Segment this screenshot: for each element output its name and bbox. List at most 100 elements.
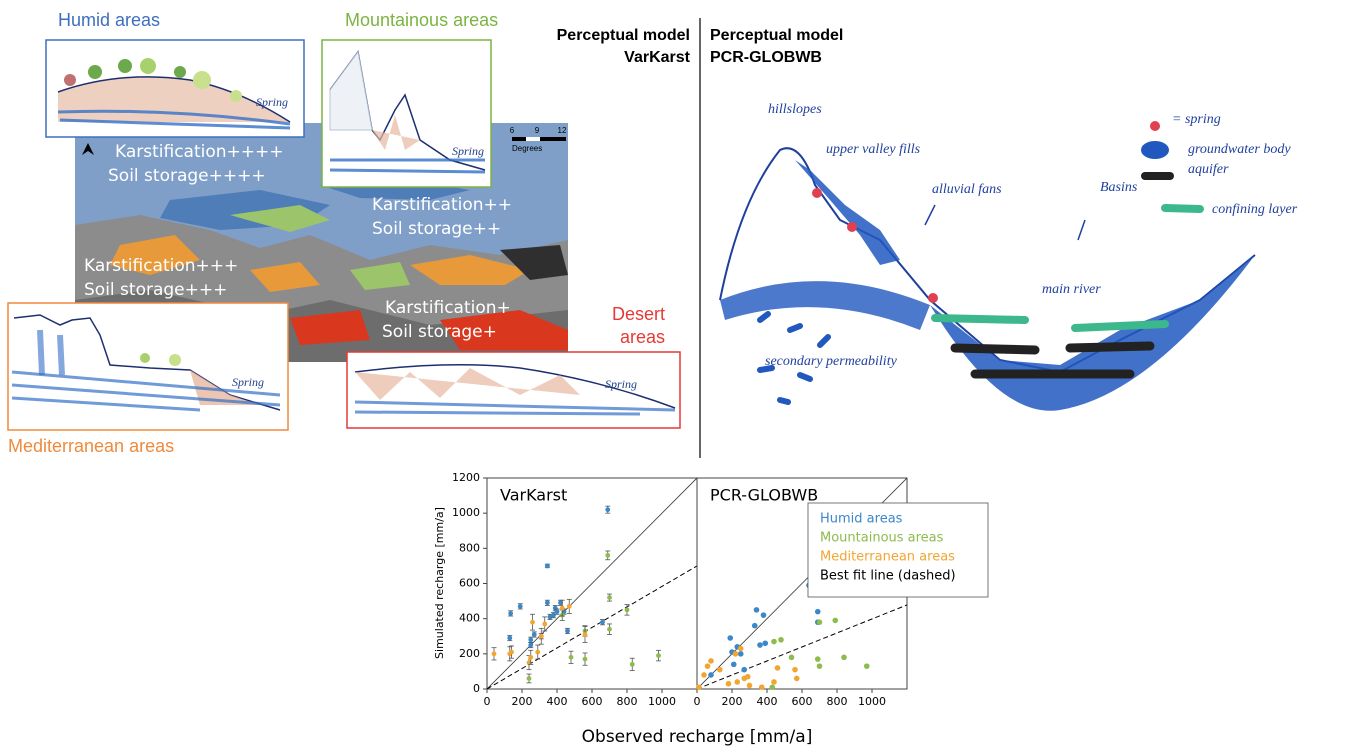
point: [732, 651, 739, 657]
point: [695, 684, 702, 691]
point: [582, 656, 588, 662]
right-title: Perceptual model: [710, 27, 843, 44]
x-tick-label: 0: [484, 695, 491, 708]
legend-box: [807, 502, 989, 598]
region-label: Mediterranean areas: [8, 436, 174, 456]
point: [737, 645, 744, 652]
scale-tick: 9: [535, 126, 540, 135]
point: [535, 649, 541, 655]
point: [832, 617, 839, 624]
humid-sketch: [45, 39, 305, 138]
point: [762, 640, 769, 647]
y-tick-label: 1200: [452, 471, 480, 484]
point: [758, 684, 765, 691]
point: [530, 619, 535, 625]
sketch-label: Spring: [452, 144, 484, 158]
x-tick-label: 1000: [648, 695, 676, 708]
point: [551, 612, 556, 618]
y-tick-label: 1000: [452, 506, 480, 519]
point: [507, 635, 513, 641]
x-tick-label: 800: [617, 695, 638, 708]
scale-unit: Degrees: [512, 144, 542, 153]
point: [508, 610, 514, 616]
legend-label: Mediterranean areas: [820, 550, 955, 565]
fit-line: [487, 565, 697, 689]
map-label: Karstification++: [372, 195, 512, 215]
point: [538, 633, 544, 639]
point: [624, 607, 630, 613]
point: [568, 654, 574, 660]
point: [528, 654, 534, 660]
point: [542, 621, 548, 627]
sketch-label: confining layer: [1212, 202, 1298, 217]
region-label: Humid areas: [58, 10, 160, 30]
legend-label: Mountainous areas: [820, 531, 944, 546]
map-label: Karstification++++: [115, 142, 284, 162]
map-label: Soil storage+: [382, 322, 497, 342]
point: [757, 642, 763, 648]
point: [753, 607, 760, 613]
point: [788, 654, 795, 661]
point: [600, 619, 605, 625]
point: [528, 637, 534, 643]
x-tick-label: 600: [582, 695, 603, 708]
y-axis-label: Simulated recharge [mm/a]: [433, 507, 446, 659]
region-label: areas: [620, 327, 665, 347]
point: [744, 673, 751, 680]
point: [708, 672, 714, 678]
right-title: PCR-GLOBWB: [710, 49, 822, 66]
y-tick-label: 0: [473, 682, 480, 695]
point: [793, 675, 800, 682]
x-tick-label: 200: [512, 695, 533, 708]
sketch-label: Spring: [256, 95, 288, 109]
point: [582, 632, 588, 637]
sketch-label: groundwater body: [1188, 142, 1291, 157]
point: [526, 676, 532, 681]
sketch-label: aquifer: [1188, 162, 1229, 177]
point: [565, 628, 570, 634]
fit-line: [697, 604, 907, 689]
point: [751, 622, 758, 629]
point: [771, 638, 777, 645]
map-label: Karstification+++: [84, 256, 238, 276]
point: [737, 651, 744, 657]
point: [509, 649, 514, 655]
point: [814, 608, 821, 615]
point: [774, 665, 781, 671]
x-tick-label: 400: [757, 695, 778, 708]
sketch-label: secondary permeability: [765, 354, 898, 369]
sketch-label: main river: [1042, 282, 1101, 297]
scale-tick: 12: [558, 126, 567, 135]
point: [531, 632, 537, 637]
point: [607, 626, 612, 632]
sketch-label: Spring: [232, 375, 264, 389]
point: [716, 666, 723, 673]
point: [528, 642, 534, 648]
mountain-sketch: [321, 39, 492, 188]
sketch-label: = spring: [1172, 112, 1221, 127]
map-label: Soil storage++: [372, 219, 501, 239]
panel-title: PCR-GLOBWB: [710, 486, 818, 505]
point: [558, 600, 563, 606]
point: [727, 635, 734, 641]
x-axis-label: Observed recharge [mm/a]: [582, 727, 813, 747]
legend-label: Best fit line (dashed): [820, 569, 956, 584]
point: [544, 563, 550, 569]
scale-tick: 6: [510, 126, 515, 135]
y-tick-label: 600: [459, 577, 480, 590]
point: [526, 660, 532, 666]
point: [730, 661, 737, 668]
point: [816, 663, 823, 669]
y-tick-label: 400: [459, 612, 480, 625]
point: [517, 603, 523, 609]
point: [792, 666, 798, 673]
y-tick-label: 800: [459, 541, 480, 554]
point: [544, 600, 550, 606]
point: [607, 595, 612, 600]
point: [741, 666, 748, 673]
region-label: Desert: [612, 304, 665, 324]
sketch-label: upper valley fills: [826, 142, 921, 157]
sketch-label: Basins: [1100, 180, 1138, 195]
point: [863, 663, 870, 669]
